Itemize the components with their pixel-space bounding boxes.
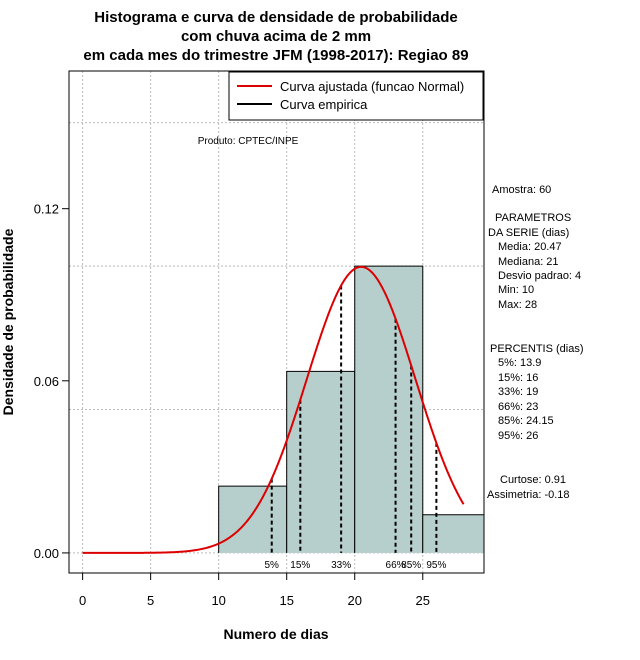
legend-label-empirical-curve: Curva empirica bbox=[280, 97, 368, 112]
percentil-5: 5%: 13.9 bbox=[498, 357, 541, 369]
param-desvio: Desvio padrao: 4 bbox=[498, 270, 581, 282]
y-axis-title: Densidade de probabilidade bbox=[0, 228, 16, 415]
percentile-label: 95% bbox=[426, 560, 446, 571]
percentil-33: 33%: 19 bbox=[498, 386, 538, 398]
percentile-label: 15% bbox=[290, 560, 310, 571]
percentil-85: 85%: 24.15 bbox=[498, 415, 554, 427]
product-note: Produto: CPTEC/INPE bbox=[198, 136, 299, 147]
percentil-15: 15%: 16 bbox=[498, 372, 538, 384]
histogram-bar bbox=[286, 371, 355, 553]
percentile-label: 5% bbox=[265, 560, 280, 571]
percentile-label: 66% bbox=[386, 560, 406, 571]
param-min: Min: 10 bbox=[498, 284, 534, 296]
x-tick-label: 0 bbox=[79, 593, 86, 608]
histogram-bar bbox=[218, 486, 287, 553]
stats-panel: Amostra: 60 PARAMETROS DA SERIE (dias) M… bbox=[487, 184, 584, 501]
chart-title-line-1: Histograma e curva de densidade de proba… bbox=[94, 9, 457, 26]
curtose: Curtose: 0.91 bbox=[500, 474, 566, 486]
params-title-2: DA SERIE (dias) bbox=[488, 227, 569, 239]
chart-title-line-2: com chuva acima de 2 mm bbox=[181, 28, 371, 45]
x-tick-label: 15 bbox=[279, 593, 293, 608]
y-tick-label: 0.12 bbox=[34, 202, 59, 217]
percentil-66: 66%: 23 bbox=[498, 401, 538, 413]
percentile-label: 85% bbox=[401, 560, 421, 571]
fitted-normal-curve bbox=[82, 265, 465, 554]
param-mediana: Mediana: 21 bbox=[498, 256, 559, 268]
legend: Curva ajustada (funcao Normal) Curva emp… bbox=[228, 71, 484, 121]
x-tick-label: 5 bbox=[147, 593, 154, 608]
percentis-title: PERCENTIS (dias) bbox=[490, 343, 584, 355]
fitted-curve bbox=[82, 265, 465, 554]
histogram-bar bbox=[422, 514, 484, 553]
params-title-1: PARAMETROS bbox=[495, 212, 571, 224]
x-tick-label: 25 bbox=[416, 593, 430, 608]
axes: 0 5 10 15 20 25 0.00 0.06 0.12 bbox=[34, 202, 430, 608]
assimetria: Assimetria: -0.18 bbox=[487, 489, 570, 501]
histogram-bar bbox=[354, 266, 423, 553]
histogram-bar-outline bbox=[422, 514, 484, 553]
x-axis-title: Numero de dias bbox=[223, 626, 328, 642]
chart-title-line-3: em cada mes do trimestre JFM (1998-2017)… bbox=[83, 47, 468, 64]
param-media: Media: 20.47 bbox=[498, 241, 562, 253]
legend-label-fitted-curve: Curva ajustada (funcao Normal) bbox=[280, 79, 464, 94]
x-tick-label: 20 bbox=[348, 593, 362, 608]
sample-size: Amostra: 60 bbox=[492, 184, 551, 196]
legend-box bbox=[228, 71, 484, 121]
y-tick-label: 0.00 bbox=[34, 546, 59, 561]
percentile-lines: 5% 15% 33% 66%85% 95% bbox=[265, 285, 446, 571]
plot-frame bbox=[68, 70, 485, 574]
percentile-label: 33% bbox=[331, 560, 351, 571]
param-max: Max: 28 bbox=[498, 299, 537, 311]
histogram-bar-outline bbox=[354, 265, 424, 553]
y-tick-label: 0.06 bbox=[34, 374, 59, 389]
percentil-95: 95%: 26 bbox=[498, 430, 538, 442]
x-tick-label: 10 bbox=[211, 593, 225, 608]
